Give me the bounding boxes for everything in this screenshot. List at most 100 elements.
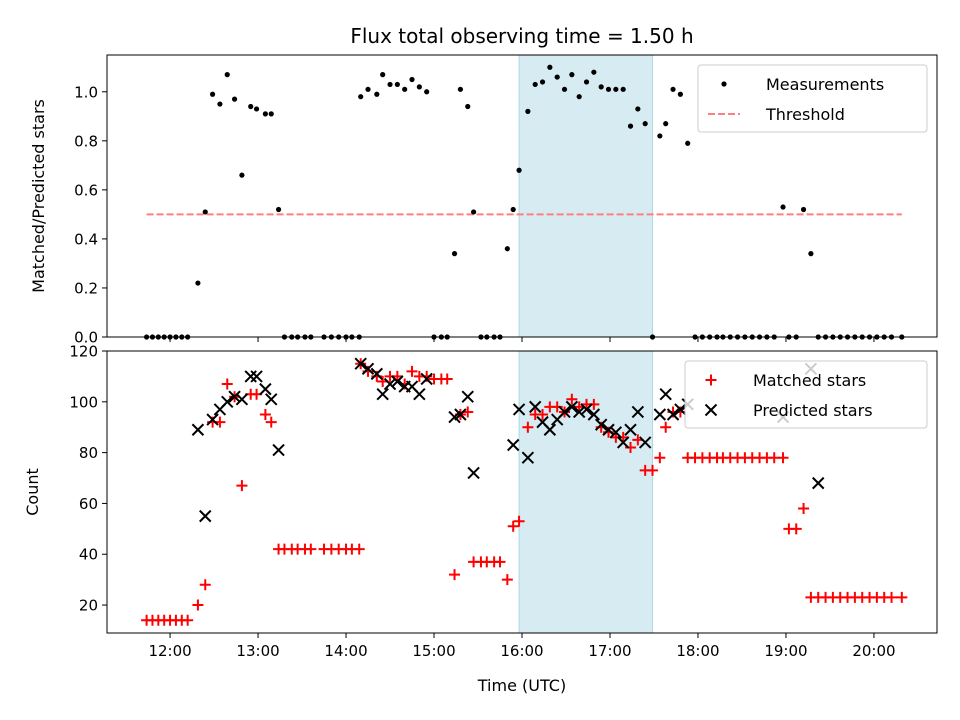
data-point xyxy=(461,390,474,403)
data-point xyxy=(354,357,367,370)
x-tick-label: 12:00 xyxy=(148,642,191,660)
data-point xyxy=(653,408,667,421)
y-tick-label: 0.0 xyxy=(74,329,98,347)
legend-label: Predicted stars xyxy=(753,401,873,420)
data-point xyxy=(413,387,426,401)
data-point xyxy=(394,81,400,88)
data-point xyxy=(236,480,248,492)
data-point xyxy=(471,209,477,215)
data-point xyxy=(192,599,204,611)
data-point xyxy=(206,413,219,426)
legend: Measurements Threshold xyxy=(697,64,928,133)
data-point xyxy=(513,515,525,527)
x-tick-label: 16:00 xyxy=(500,642,543,660)
legend-label: Matched stars xyxy=(753,371,866,390)
legend-label: Measurements xyxy=(766,75,884,94)
data-point xyxy=(217,101,223,107)
y-tick-label: 0.8 xyxy=(74,132,98,150)
data-point xyxy=(253,106,260,112)
data-point xyxy=(365,86,371,92)
data-point xyxy=(361,362,375,375)
data-point xyxy=(465,103,471,110)
data-point xyxy=(494,556,506,568)
data-point xyxy=(380,72,386,78)
y-axis-label-count: Count xyxy=(23,468,42,516)
data-point xyxy=(780,204,786,210)
data-point xyxy=(521,451,535,464)
data-point xyxy=(231,96,238,102)
data-point xyxy=(504,246,510,252)
data-point xyxy=(406,365,418,377)
data-point xyxy=(528,400,542,414)
x-axis-label: Time (UTC) xyxy=(477,676,566,695)
top-panel: Flux total observing time = 1.50 h Match… xyxy=(29,24,938,347)
legend-label: Threshold xyxy=(765,105,845,124)
data-point xyxy=(441,373,453,385)
data-point xyxy=(402,86,408,92)
data-point xyxy=(451,251,458,257)
data-point xyxy=(565,400,579,414)
data-point xyxy=(625,442,637,454)
data-point xyxy=(666,408,680,421)
y-tick-label: 1.0 xyxy=(74,83,98,101)
data-point xyxy=(235,393,249,406)
data-point xyxy=(454,408,467,421)
data-point xyxy=(635,106,641,112)
data-point xyxy=(660,421,672,433)
data-point xyxy=(616,436,630,449)
data-point xyxy=(572,405,586,419)
y-tick-label: 60 xyxy=(79,495,98,513)
series-predicted-stars xyxy=(191,357,825,523)
legend-box xyxy=(684,360,928,429)
data-point xyxy=(209,91,216,97)
data-point xyxy=(224,72,230,78)
data-point xyxy=(605,86,612,92)
data-point xyxy=(594,418,608,431)
data-point xyxy=(501,574,513,586)
data-point xyxy=(602,423,615,436)
y-tick-label: 80 xyxy=(79,444,98,462)
data-point xyxy=(239,172,245,178)
data-point xyxy=(659,387,672,401)
data-point xyxy=(420,372,433,386)
data-point xyxy=(305,543,317,555)
x-tick-label: 17:00 xyxy=(588,642,631,660)
data-point xyxy=(370,367,384,381)
y-tick-label: 40 xyxy=(79,546,98,564)
bottom-panel: Count Time (UTC) 12:00 13:00 14:00 15:00 16:… xyxy=(23,343,938,695)
data-point xyxy=(554,74,560,80)
data-point xyxy=(275,206,282,213)
data-point xyxy=(424,89,430,95)
data-point xyxy=(467,466,480,480)
data-point xyxy=(576,94,582,100)
data-point xyxy=(199,509,212,523)
y-tick-label: 120 xyxy=(69,343,98,361)
data-point xyxy=(250,370,263,383)
chart-title: Flux total observing time = 1.50 h xyxy=(350,24,693,48)
data-point xyxy=(449,569,461,581)
data-point xyxy=(262,111,268,117)
x-tick-label: 19:00 xyxy=(764,642,807,660)
data-point xyxy=(195,280,201,286)
data-point xyxy=(383,377,397,391)
y-axis-label-ratio: Matched/Predicted stars xyxy=(29,99,48,293)
y-tick-label: 0.6 xyxy=(74,181,98,199)
data-point xyxy=(265,416,277,428)
data-point xyxy=(647,464,659,476)
data-point xyxy=(191,423,205,436)
data-point xyxy=(790,523,802,535)
data-point xyxy=(812,476,825,490)
data-point xyxy=(522,421,534,433)
data-point xyxy=(800,206,807,213)
highlight-span xyxy=(518,54,654,338)
data-point xyxy=(532,81,538,88)
data-point xyxy=(620,86,626,92)
data-point xyxy=(598,84,604,90)
data-point xyxy=(777,452,789,464)
data-point xyxy=(566,393,578,405)
y-tick-label: 100 xyxy=(69,393,98,411)
data-point xyxy=(525,108,531,114)
data-point xyxy=(583,79,590,85)
legend-marker-plus xyxy=(705,374,717,386)
